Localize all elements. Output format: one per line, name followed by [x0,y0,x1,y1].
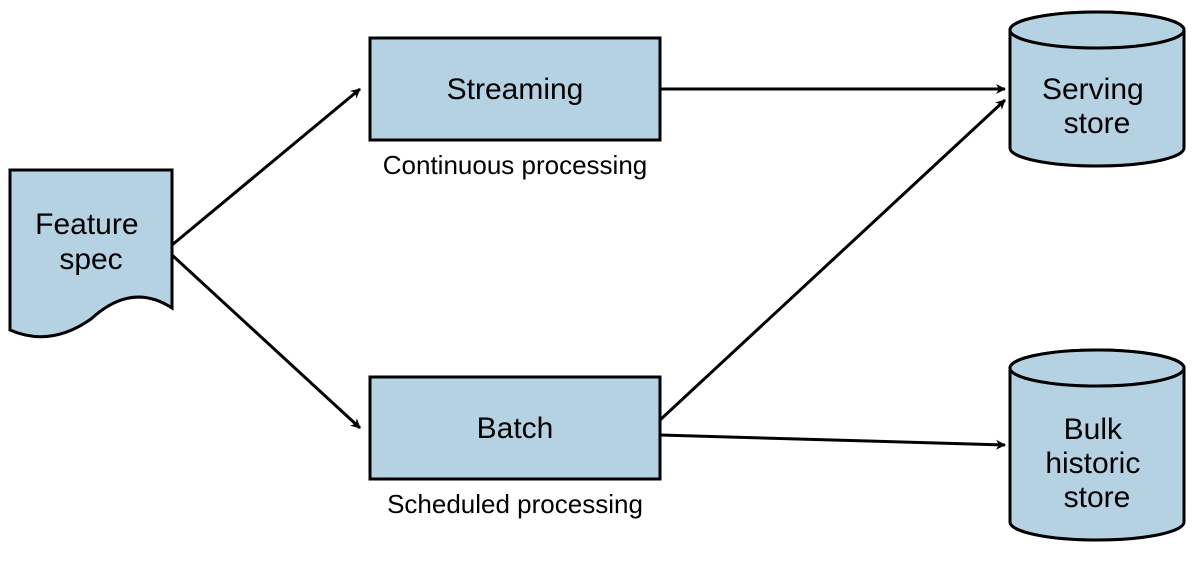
node-batch: Batch Scheduled processing [370,377,660,519]
edge-feature_spec-to-streaming [172,89,360,245]
streaming-label: Streaming [447,73,584,106]
batch-caption: Scheduled processing [387,489,643,519]
batch-label: Batch [477,412,554,445]
serving-store-label-2: store [1064,107,1131,140]
edge-batch-to-serving_store [660,100,1005,420]
serving-store-label-1: Serving [1042,73,1144,106]
feature-spec-label-2: spec [59,243,122,276]
bulk-store-label-1: Bulk [1064,413,1123,446]
edge-batch-to-bulk_store [660,435,1005,445]
bulk-store-label-2: historic [1045,447,1140,480]
node-streaming: Streaming Continuous processing [370,38,660,180]
bulk-store-label-3: store [1064,481,1131,514]
node-bulk-store: Bulk historic store [1010,350,1184,540]
feature-spec-label-1: Feature [35,208,138,241]
streaming-caption: Continuous processing [383,150,648,180]
node-feature-spec: Feature spec [10,170,172,337]
node-serving-store: Serving store [1010,12,1184,166]
edge-feature_spec-to-batch [172,255,360,428]
